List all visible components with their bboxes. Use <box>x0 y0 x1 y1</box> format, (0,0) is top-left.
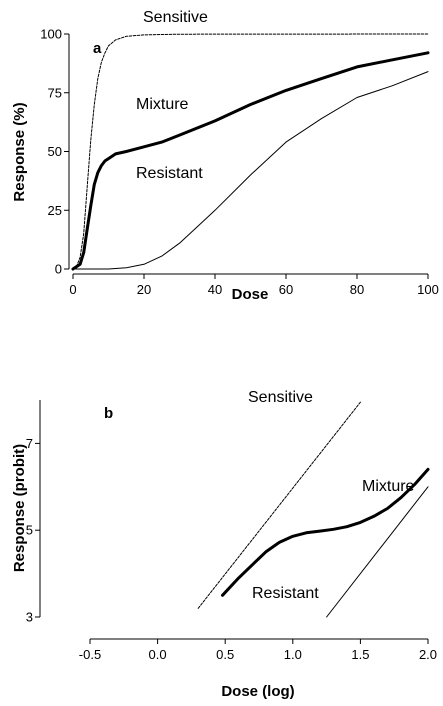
panel-a-plot: 0 25 50 75 100 0 20 40 60 80 100 <box>40 27 439 298</box>
panel-b-y-axis-title: Response (probit) <box>11 444 28 572</box>
panel-a-y-tick-label: 50 <box>48 144 62 159</box>
panel-b-plot: 3 5 7 -0.5 0.0 0.5 1.0 1.5 2.0 <box>26 400 437 662</box>
panel-b-x-tick-label: 1.0 <box>284 647 302 662</box>
panel-a-x-tick-label: 0 <box>69 282 76 297</box>
panel-b-x-tick-label: 0.0 <box>149 647 167 662</box>
panel-b-annotation-resistant: Resistant <box>252 585 319 602</box>
panel-a-series-mixture-line <box>71 51 430 271</box>
panel-b-x-tick-label: 2.0 <box>419 647 437 662</box>
panel-a-y-tick-label: 100 <box>40 27 62 42</box>
panel-a-y-tick-label: 25 <box>48 203 62 218</box>
panel-a-annotation-mixture: Mixture <box>136 96 189 113</box>
panel-b: b Dose (log) Response (probit) Sensitive… <box>11 389 415 700</box>
panel-b-x-axis-title: Dose (log) <box>221 683 294 700</box>
panel-a-x-tick-label: 100 <box>417 282 439 297</box>
panel-a-y-tick-label: 75 <box>48 85 62 100</box>
panel-b-x-tick-label: 1.5 <box>351 647 369 662</box>
panel-b-y-tick-label: 3 <box>26 610 33 625</box>
panel-a-y-axis-title: Response (%) <box>11 102 28 201</box>
panel-a: a Dose Response (%) Sensitive Mixture Re… <box>11 9 268 303</box>
panel-a-series-resistant-line <box>72 71 429 270</box>
panel-a-y-tick-label: 0 <box>55 262 62 277</box>
panel-b-series-sensitive-line <box>197 401 361 609</box>
panel-a-series-sensitive-line <box>72 33 429 270</box>
panel-b-series-mixture-line <box>221 467 430 597</box>
panel-a-x-tick-label: 40 <box>208 282 222 297</box>
panel-a-annotation-resistant: Resistant <box>136 165 203 182</box>
panel-b-x-tick-label: -0.5 <box>79 647 101 662</box>
panel-a-x-tick-label: 80 <box>350 282 364 297</box>
panel-b-x-tick-label: 0.5 <box>216 647 234 662</box>
panel-b-y-tick-label: 5 <box>26 523 33 538</box>
panel-a-x-axis-title: Dose <box>232 286 269 303</box>
panel-a-label: a <box>93 40 102 57</box>
panel-b-series-resistant-line <box>326 486 429 618</box>
panel-a-annotation-sensitive: Sensitive <box>143 9 208 26</box>
panel-a-x-tick-label: 20 <box>137 282 151 297</box>
panel-b-label: b <box>104 405 113 422</box>
panel-b-annotation-mixture: Mixture <box>362 478 415 495</box>
panel-b-y-tick-label: 7 <box>26 436 33 451</box>
panel-a-x-tick-label: 60 <box>279 282 293 297</box>
panel-b-annotation-sensitive: Sensitive <box>248 389 313 406</box>
